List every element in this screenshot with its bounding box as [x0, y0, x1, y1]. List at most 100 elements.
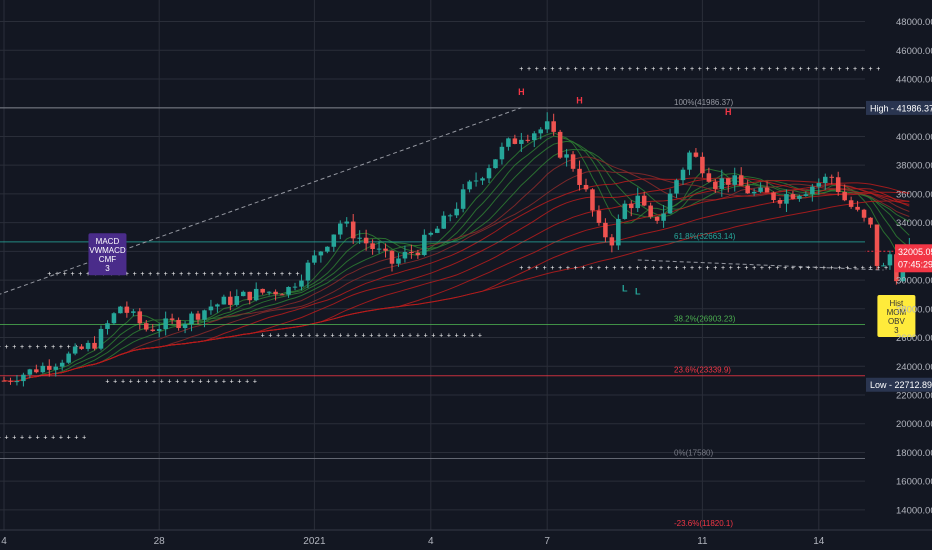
candle-body [402, 252, 408, 259]
candle-body [835, 177, 841, 193]
candle-body [570, 154, 576, 169]
candle-body [829, 176, 834, 178]
candle [176, 317, 181, 331]
last-price-label: 32005.05 [898, 247, 932, 257]
level-dot: + [651, 66, 655, 73]
level-dot: + [674, 66, 678, 73]
candle [467, 179, 472, 193]
level-dot: + [837, 66, 841, 73]
y-tick-label: 34000.00 [896, 218, 932, 229]
candle [383, 243, 388, 258]
candle [370, 239, 375, 255]
level-dot: + [5, 344, 9, 351]
signal-label-box [88, 233, 127, 276]
candle-body [881, 265, 886, 267]
level-dot: + [558, 265, 562, 272]
candle-body [163, 318, 168, 330]
candle-body [208, 306, 214, 311]
candle-body [14, 381, 20, 383]
candle-body [331, 234, 337, 247]
level-dot: + [268, 333, 272, 340]
level-dot: + [195, 271, 199, 278]
level-dot: + [837, 265, 841, 272]
candle-body [868, 217, 873, 225]
candle [706, 167, 712, 183]
level-dot: + [230, 379, 234, 386]
level-dot: + [245, 379, 249, 386]
candle-body [53, 366, 58, 370]
time-axis[interactable]: 428202147111418212528Feb [1, 536, 932, 547]
candle [616, 214, 621, 250]
y-tick-label: 24000.00 [896, 362, 932, 373]
candle [726, 178, 731, 193]
y-tick-label: 30000.00 [896, 276, 932, 287]
candle-body [234, 296, 240, 305]
level-dot: + [566, 66, 570, 73]
candle-body [21, 374, 26, 382]
level-dot: + [315, 333, 319, 340]
candle-body [253, 288, 259, 301]
candle [389, 250, 395, 272]
level-dot: + [43, 344, 47, 351]
candle [713, 179, 718, 193]
level-dot: + [237, 379, 241, 386]
candle [887, 250, 893, 270]
candle-body [532, 133, 537, 141]
candle [27, 368, 33, 379]
candle-body [842, 192, 847, 201]
level-dot: + [768, 66, 772, 73]
candle [1, 376, 7, 382]
fib-retracement[interactable]: 100%(41986.37) 61.8%(32663.14) 38.2%(26903… [0, 98, 865, 528]
candle [512, 134, 518, 145]
level-dot: + [261, 333, 265, 340]
candle [8, 377, 13, 385]
level-dot: + [63, 271, 67, 278]
level-dot: + [140, 271, 144, 278]
level-dot: + [861, 265, 865, 272]
candle-body [105, 323, 110, 329]
pivot-markers: H H H L L [518, 87, 731, 297]
level-dot: + [744, 66, 748, 73]
candle [163, 311, 168, 336]
candle [447, 213, 453, 222]
level-dot: + [284, 333, 288, 340]
level-dot: + [791, 66, 795, 73]
candle [215, 303, 220, 313]
candle-body [687, 152, 692, 170]
candle-body [790, 194, 796, 199]
candle-body [215, 304, 220, 307]
candle [868, 217, 873, 228]
level-dot: + [636, 66, 640, 73]
level-dot: + [830, 66, 834, 73]
x-tick-label: 2021 [303, 536, 326, 547]
level-dot: + [264, 271, 268, 278]
level-dot: + [527, 66, 531, 73]
candle-body [124, 306, 130, 313]
candle-body [751, 191, 757, 194]
candle-body [150, 329, 155, 331]
ma-line [3, 135, 910, 382]
level-dot: + [59, 344, 63, 351]
candle-body [661, 213, 666, 221]
candle-body [299, 280, 304, 287]
candle-body [409, 252, 414, 254]
level-dot: + [5, 435, 9, 442]
candle-body [609, 237, 615, 246]
candle-body [247, 291, 252, 301]
candle [745, 180, 750, 194]
candle [790, 190, 796, 200]
candle-body [887, 254, 893, 266]
candle-body [803, 194, 809, 196]
candle-body [577, 168, 582, 185]
candle [299, 274, 304, 291]
level-dot: + [760, 66, 764, 73]
pivot-marker: H [725, 107, 732, 117]
level-dot: + [121, 379, 125, 386]
candle [273, 289, 278, 301]
level-dot: + [729, 66, 733, 73]
level-dot: + [713, 66, 717, 73]
candle [797, 194, 802, 202]
